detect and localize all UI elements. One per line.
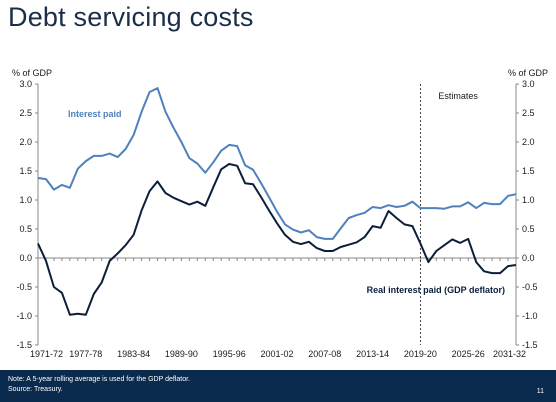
y-tick-label-left: 1.5 [19,166,32,176]
x-tick-label: 2013-14 [356,349,389,359]
x-tick-label: 2001-02 [260,349,293,359]
y-tick-label-left: 2.5 [19,108,32,118]
series-label-real-interest-paid: Real interest paid (GDP deflator) [367,285,505,295]
chart-area: 3.0 3.0 2.5 2.5 2.0 2.0 1.5 1.5 1.0 1.0 0.5 0.5 0.0 0… [12,68,548,359]
footer-note: Note: A 5-year rolling average is used f… [8,376,190,383]
x-tick-label: 1983-84 [117,349,150,359]
footer-bar: Note: A 5-year rolling average is used f… [0,370,556,402]
y-axis-label-left: % of GDP [12,68,52,78]
x-tick-label: 2007-08 [308,349,341,359]
x-tick-label: 1995-96 [213,349,246,359]
y-tick-label-left: -0.5 [16,282,32,292]
y-tick-label-right: 0.5 [522,224,535,234]
y-tick-label-left: -1.5 [16,340,32,350]
estimates-label: Estimates [438,91,478,101]
page-number: 11 [536,388,544,395]
y-tick-label-right: -1.5 [522,340,538,350]
x-tick-label: 2025-26 [452,349,485,359]
footer-source: Source: Treasury. [8,386,63,393]
y-tick-label-left: -1.0 [16,311,32,321]
real-interest-paid-line [37,163,517,316]
footer-notes: Note: A 5-year rolling average is used f… [8,375,190,395]
y-tick-label-right: -1.0 [522,311,538,321]
y-tick-label-right: 3.0 [522,79,535,89]
y-tick-label-right: 0.0 [522,253,535,263]
interest-paid-line [37,87,517,240]
x-tick-label: 2031-32 [493,349,526,359]
y-tick-label-right: 1.0 [522,195,535,205]
y-tick-label-right: 1.5 [522,166,535,176]
y-tick-label-left: 0.5 [19,224,32,234]
y-tick-label-left: 2.0 [19,137,32,147]
y-tick-label-right: 2.5 [522,108,535,118]
y-tick-label-left: 0.0 [19,253,32,263]
x-tick-label: 1977-78 [69,349,102,359]
y-tick-label-left: 3.0 [19,79,32,89]
series-label-interest-paid: Interest paid [68,109,122,119]
x-tick-label: 1971-72 [30,349,63,359]
y-axis-label-right: % of GDP [508,68,548,78]
line-chart: 3.0 3.0 2.5 2.5 2.0 2.0 1.5 1.5 1.0 1.0 0.5 0.5 0.0 0… [12,68,548,359]
y-tick-label-left: 1.0 [19,195,32,205]
x-tick-label: 2019-20 [404,349,437,359]
x-tick-label: 1989-90 [165,349,198,359]
y-tick-label-right: -0.5 [522,282,538,292]
y-tick-label-right: 2.0 [522,137,535,147]
page-title: Debt servicing costs [8,2,254,32]
